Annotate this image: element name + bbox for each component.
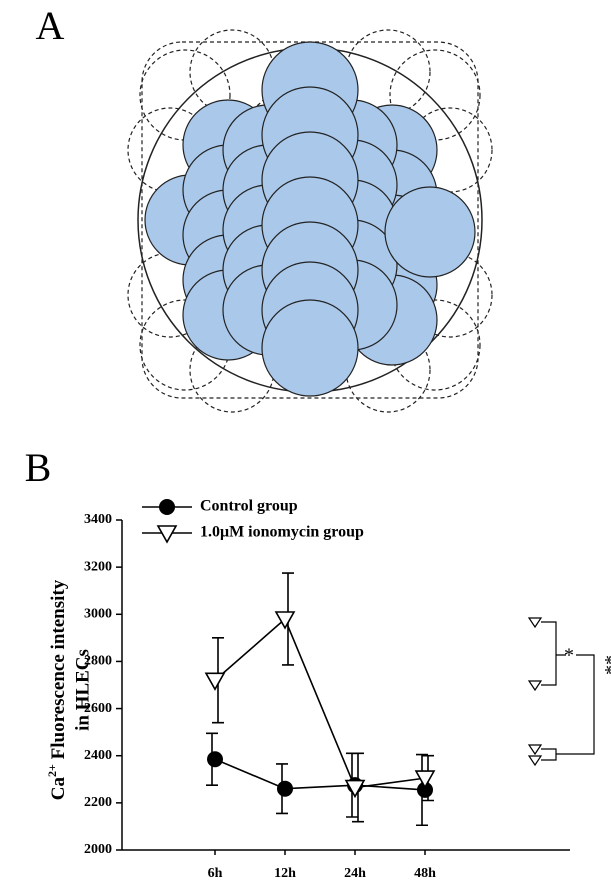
marker (527, 744, 543, 756)
y-label-part: Ca (48, 776, 69, 800)
y-label-part: Fluorescence intensity (48, 579, 69, 764)
cell (384, 186, 476, 278)
bracket (541, 621, 566, 686)
x-tick-label: 48h (414, 866, 436, 881)
legend-marker (159, 499, 175, 515)
y-axis-label: in HLECs (72, 649, 93, 731)
bracket (541, 654, 595, 761)
y-tick-label: 2000 (84, 842, 112, 857)
marker (527, 755, 543, 767)
data-point (277, 780, 293, 797)
cell (261, 299, 359, 397)
legend-marker (156, 525, 178, 544)
legend-label: Control group (200, 498, 298, 515)
data-point (414, 770, 436, 789)
cell-diagram (127, 29, 493, 413)
data-point (344, 779, 366, 799)
y-tick-label: 3200 (84, 559, 112, 574)
y-label-sup: 2+ (45, 764, 59, 777)
significance (527, 617, 595, 767)
x-tick-label: 12h (274, 866, 296, 881)
marker (527, 617, 543, 629)
y-tick-label: 2400 (84, 748, 112, 763)
marker (527, 680, 543, 692)
panel-label: A (36, 3, 65, 48)
data-point (204, 672, 226, 691)
x-tick-label: 6h (208, 866, 223, 881)
x-tick-label: 24h (344, 866, 366, 881)
y-tick-label: 2800 (84, 654, 112, 669)
y-axis-label: Ca2+ Fluorescence intensity (45, 579, 70, 800)
series-line (214, 617, 426, 789)
series-line (214, 758, 426, 791)
data-point (274, 611, 296, 630)
y-tick-label: 2600 (84, 701, 112, 716)
y-tick-label: 2200 (84, 795, 112, 810)
y-tick-label: 3400 (84, 512, 112, 527)
annotation: ** (594, 655, 611, 675)
data-point (207, 751, 223, 768)
legend-label: 1.0μM ionomycin group (200, 524, 364, 541)
panel-label: B (25, 445, 52, 490)
annotation: * (564, 645, 574, 667)
data-point (417, 781, 433, 798)
y-tick-label: 3000 (84, 607, 112, 622)
